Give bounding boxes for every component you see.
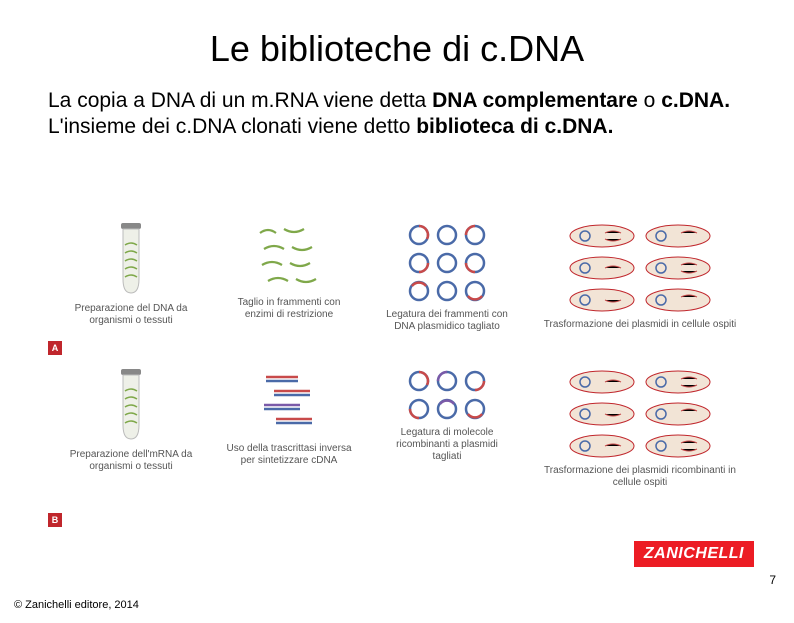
- step-b1: Preparazione dell'mRNA da organismi o te…: [66, 369, 196, 473]
- host-cell-icon: [567, 255, 637, 281]
- step-b4: Trasformazione dei plasmidi ricombinanti…: [540, 369, 740, 489]
- caption-b3: Legatura di molecole ricombinanti a plas…: [382, 427, 512, 463]
- plasmid-icon: [435, 369, 459, 393]
- caption-a3: Legatura dei frammenti con DNA plasmidic…: [382, 309, 512, 333]
- publisher-logo: ZANICHELLI: [634, 541, 754, 567]
- para-text-3: L'insieme dei c.DNA clonati viene detto: [48, 115, 416, 138]
- host-cell-icon: [643, 255, 713, 281]
- step-a2: Taglio in frammenti con enzimi di restri…: [224, 223, 354, 321]
- host-cell-icon: [643, 287, 713, 313]
- caption-b4: Trasformazione dei plasmidi ricombinanti…: [540, 465, 740, 489]
- test-tube-icon: [109, 369, 153, 443]
- plasmid-icon: [463, 251, 487, 275]
- host-cell-icon: [567, 369, 637, 395]
- plasmid-icon: [407, 251, 431, 275]
- plasmid-icon: [463, 397, 487, 421]
- row-marker-a: A: [48, 341, 62, 355]
- step-a3: Legatura dei frammenti con DNA plasmidic…: [382, 223, 512, 333]
- plasmid-icon: [407, 397, 431, 421]
- caption-a1: Preparazione del DNA da organismi o tess…: [66, 303, 196, 327]
- para-text-2: o: [638, 89, 661, 112]
- plasmid-icon: [435, 223, 459, 247]
- caption-a2: Taglio in frammenti con enzimi di restri…: [224, 297, 354, 321]
- plasmid-group-a: [407, 223, 487, 303]
- plasmid-icon: [407, 223, 431, 247]
- step-b3: Legatura di molecole ricombinanti a plas…: [382, 369, 512, 463]
- plasmid-icon: [435, 279, 459, 303]
- copyright-text: © Zanichelli editore, 2014: [14, 599, 139, 611]
- caption-b2: Uso della trascrittasi inversa per sinte…: [224, 443, 354, 467]
- step-a1: Preparazione del DNA da organismi o tess…: [66, 223, 196, 327]
- para-bold-3: biblioteca di c.DNA.: [416, 115, 613, 138]
- para-text-1: La copia a DNA di un m.RNA viene detta: [48, 89, 432, 112]
- plasmid-icon: [407, 369, 431, 393]
- step-b2: Uso della trascrittasi inversa per sinte…: [224, 369, 354, 467]
- host-cell-icon: [567, 401, 637, 427]
- test-tube-icon: [109, 223, 153, 297]
- plasmid-icon: [463, 279, 487, 303]
- row-a: Preparazione del DNA da organismi o tess…: [66, 223, 746, 333]
- caption-a4: Trasformazione dei plasmidi in cellule o…: [544, 319, 737, 331]
- diagram-area: A Preparazione del DNA da organismi o te…: [48, 223, 746, 553]
- host-cell-icon: [567, 223, 637, 249]
- slide-title: Le biblioteche di c.DNA: [0, 28, 794, 70]
- step-a4: Trasformazione dei plasmidi in cellule o…: [540, 223, 740, 331]
- plasmid-icon: [463, 223, 487, 247]
- plasmid-icon: [463, 369, 487, 393]
- plasmid-icon: [407, 279, 431, 303]
- para-bold-2: c.DNA.: [661, 89, 730, 112]
- row-marker-b: B: [48, 513, 62, 527]
- cell-grid-b: [567, 369, 713, 459]
- plasmid-icon: [435, 397, 459, 421]
- cdna-fragments-icon: [254, 369, 324, 437]
- host-cell-icon: [643, 433, 713, 459]
- body-paragraph: La copia a DNA di un m.RNA viene detta D…: [48, 88, 746, 141]
- caption-b1: Preparazione dell'mRNA da organismi o te…: [66, 449, 196, 473]
- host-cell-icon: [567, 287, 637, 313]
- cell-grid-a: [567, 223, 713, 313]
- para-bold-1: DNA complementare: [432, 89, 638, 112]
- dna-fragments-icon: [254, 223, 324, 291]
- plasmid-icon: [435, 251, 459, 275]
- host-cell-icon: [643, 223, 713, 249]
- plasmid-group-b: [407, 369, 487, 421]
- host-cell-icon: [643, 401, 713, 427]
- host-cell-icon: [643, 369, 713, 395]
- row-b: Preparazione dell'mRNA da organismi o te…: [66, 369, 746, 489]
- host-cell-icon: [567, 433, 637, 459]
- page-number: 7: [769, 573, 776, 587]
